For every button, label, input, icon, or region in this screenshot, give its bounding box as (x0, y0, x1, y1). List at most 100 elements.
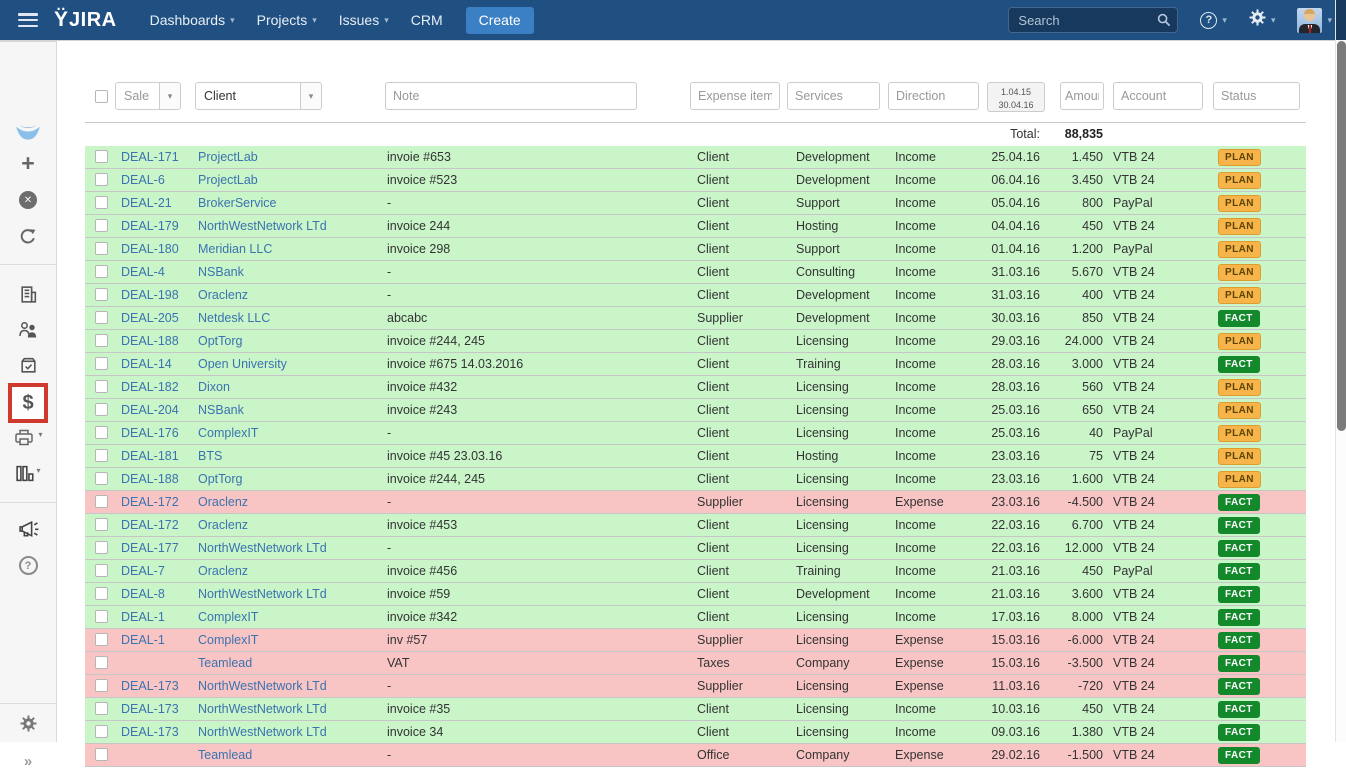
deal-key-link[interactable]: DEAL-182 (121, 380, 179, 394)
status-filter-input[interactable] (1213, 82, 1300, 110)
company-link[interactable]: Oraclenz (198, 518, 248, 532)
sale-filter-dropdown[interactable]: Sale ▾ (115, 82, 181, 110)
company-link[interactable]: ProjectLab (198, 150, 258, 164)
expense-items-filter-input[interactable] (690, 82, 780, 110)
help-icon[interactable]: ? (0, 556, 56, 575)
company-link[interactable]: NorthWestNetwork LTd (198, 541, 327, 555)
row-checkbox[interactable] (95, 403, 108, 416)
add-icon[interactable]: + (0, 153, 56, 173)
company-link[interactable]: Oraclenz (198, 564, 248, 578)
user-menu[interactable]: ▾ (1297, 8, 1332, 33)
settings-gear-icon[interactable] (0, 715, 56, 732)
row-checkbox[interactable] (95, 656, 108, 669)
crm-logo-icon[interactable] (0, 118, 56, 144)
services-filter-input[interactable] (787, 82, 880, 110)
row-checkbox[interactable] (95, 311, 108, 324)
help-menu[interactable]: ? ▾ (1200, 12, 1227, 29)
print-icon[interactable]: ▾ (0, 428, 56, 447)
companies-icon[interactable] (0, 284, 56, 305)
company-link[interactable]: NorthWestNetwork LTd (198, 725, 327, 739)
deal-key-link[interactable]: DEAL-188 (121, 334, 179, 348)
hamburger-icon[interactable] (18, 13, 38, 27)
row-checkbox[interactable] (95, 702, 108, 715)
row-checkbox[interactable] (95, 495, 108, 508)
menu-dashboards[interactable]: Dashboards ▾ (139, 0, 246, 40)
company-link[interactable]: Oraclenz (198, 495, 248, 509)
deal-key-link[interactable]: DEAL-1 (121, 610, 165, 624)
deal-key-link[interactable]: DEAL-179 (121, 219, 179, 233)
deal-key-link[interactable]: DEAL-181 (121, 449, 179, 463)
deal-key-link[interactable]: DEAL-8 (121, 587, 165, 601)
expand-chevrons-icon[interactable]: » (0, 753, 56, 770)
deal-key-link[interactable]: DEAL-204 (121, 403, 179, 417)
company-link[interactable]: Netdesk LLC (198, 311, 270, 325)
deal-key-link[interactable]: DEAL-171 (121, 150, 179, 164)
row-checkbox[interactable] (95, 610, 108, 623)
company-link[interactable]: NSBank (198, 265, 244, 279)
deal-key-link[interactable]: DEAL-177 (121, 541, 179, 555)
note-filter-input[interactable] (385, 82, 637, 110)
company-link[interactable]: Oraclenz (198, 288, 248, 302)
transactions-dollar-icon[interactable]: $ (0, 383, 56, 423)
account-filter-input[interactable] (1113, 82, 1203, 110)
company-link[interactable]: NorthWestNetwork LTd (198, 679, 327, 693)
row-checkbox[interactable] (95, 725, 108, 738)
company-link[interactable]: Dixon (198, 380, 230, 394)
company-link[interactable]: Teamlead (198, 656, 252, 670)
search-input[interactable] (1008, 7, 1178, 33)
remove-icon[interactable]: ✕ (0, 191, 56, 209)
row-checkbox[interactable] (95, 748, 108, 761)
search-icon[interactable] (1157, 13, 1171, 32)
admin-menu[interactable]: ▾ (1249, 9, 1276, 31)
company-link[interactable]: ComplexIT (198, 610, 258, 624)
deal-key-link[interactable]: DEAL-176 (121, 426, 179, 440)
company-link[interactable]: ComplexIT (198, 633, 258, 647)
deal-key-link[interactable]: DEAL-6 (121, 173, 165, 187)
deal-key-link[interactable]: DEAL-7 (121, 564, 165, 578)
row-checkbox[interactable] (95, 334, 108, 347)
company-link[interactable]: Teamlead (198, 748, 252, 762)
direction-filter-input[interactable] (888, 82, 979, 110)
deal-key-link[interactable]: DEAL-180 (121, 242, 179, 256)
reports-icon[interactable]: ▾ (0, 464, 56, 483)
company-link[interactable]: BrokerService (198, 196, 277, 210)
row-checkbox[interactable] (95, 449, 108, 462)
row-checkbox[interactable] (95, 173, 108, 186)
scrollbar-thumb[interactable] (1337, 41, 1346, 431)
announcement-icon[interactable] (0, 519, 56, 540)
jira-logo[interactable]: Ÿ JIRA (54, 8, 117, 32)
deal-key-link[interactable]: DEAL-172 (121, 495, 179, 509)
redo-icon[interactable] (0, 227, 56, 247)
row-checkbox[interactable] (95, 564, 108, 577)
row-checkbox[interactable] (95, 196, 108, 209)
company-link[interactable]: NSBank (198, 403, 244, 417)
deal-key-link[interactable]: DEAL-14 (121, 357, 172, 371)
row-checkbox[interactable] (95, 265, 108, 278)
date-range-button[interactable]: 1.04.15 30.04.16 (987, 82, 1045, 112)
row-checkbox[interactable] (95, 380, 108, 393)
company-link[interactable]: NorthWestNetwork LTd (198, 587, 327, 601)
vertical-scrollbar[interactable] (1335, 0, 1346, 742)
select-all-checkbox[interactable] (95, 90, 108, 103)
company-link[interactable]: ComplexIT (198, 426, 258, 440)
deal-key-link[interactable]: DEAL-205 (121, 311, 179, 325)
company-link[interactable]: OptTorg (198, 334, 242, 348)
deal-key-link[interactable]: DEAL-21 (121, 196, 172, 210)
row-checkbox[interactable] (95, 679, 108, 692)
row-checkbox[interactable] (95, 242, 108, 255)
row-checkbox[interactable] (95, 357, 108, 370)
company-link[interactable]: Open University (198, 357, 287, 371)
create-button[interactable]: Create (466, 7, 534, 34)
contacts-icon[interactable] (0, 319, 56, 340)
row-checkbox[interactable] (95, 150, 108, 163)
row-checkbox[interactable] (95, 587, 108, 600)
company-link[interactable]: Meridian LLC (198, 242, 272, 256)
deal-key-link[interactable]: DEAL-173 (121, 679, 179, 693)
row-checkbox[interactable] (95, 518, 108, 531)
client-filter-dropdown[interactable]: Client ▾ (195, 82, 322, 110)
menu-crm[interactable]: CRM (400, 0, 454, 40)
row-checkbox[interactable] (95, 472, 108, 485)
amount-filter-input[interactable] (1060, 82, 1104, 110)
row-checkbox[interactable] (95, 633, 108, 646)
products-icon[interactable] (0, 355, 56, 376)
